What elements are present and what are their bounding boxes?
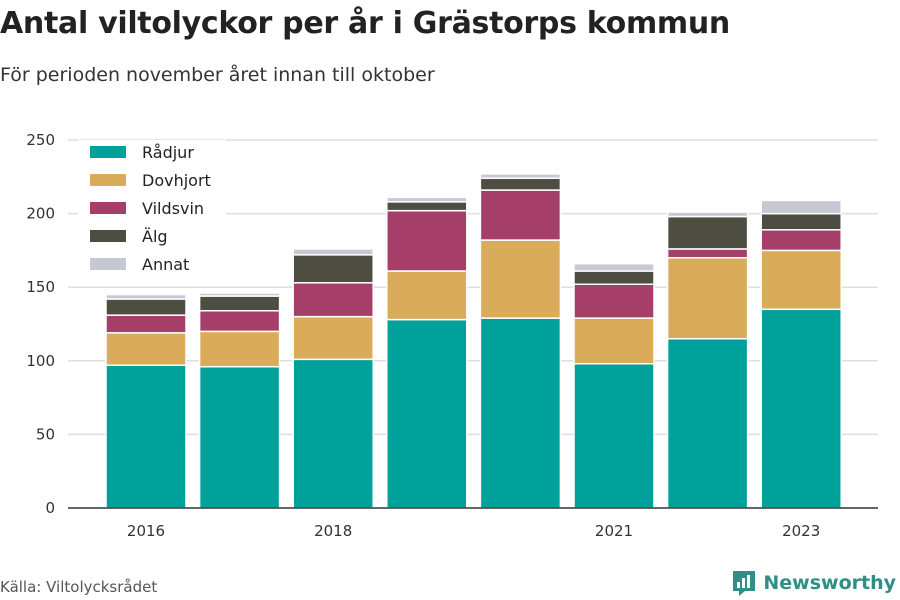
bar-segment	[666, 337, 749, 509]
bar-segment	[760, 308, 842, 509]
bar-segment	[479, 317, 562, 509]
legend-swatch	[90, 258, 126, 270]
y-tick-label: 50	[36, 425, 55, 443]
y-tick-label: 100	[26, 352, 55, 370]
legend-label: Älg	[142, 227, 168, 246]
x-tick-label: 2023	[782, 522, 820, 540]
bar-segment	[292, 358, 374, 509]
bar-segment	[198, 330, 281, 368]
bar-segment	[666, 248, 749, 259]
x-tick-label: 2021	[595, 522, 633, 540]
bar-segment	[292, 254, 374, 284]
bar-segment	[105, 332, 187, 366]
bar-segment	[105, 314, 187, 334]
bar-segment	[760, 249, 842, 311]
legend-swatch	[90, 146, 126, 158]
bar-segment	[198, 295, 281, 312]
chart-title: Antal viltolyckor per år i Grästorps kom…	[0, 6, 730, 41]
legend-label: Dovhjort	[142, 171, 211, 190]
bar-segment	[198, 310, 281, 333]
y-tick-label: 250	[26, 131, 55, 149]
y-tick-label: 200	[26, 205, 55, 223]
bar-segment	[760, 199, 842, 215]
bar-segment	[292, 248, 374, 256]
y-tick-label: 0	[45, 499, 55, 517]
bar-segment	[479, 177, 562, 191]
bar-segment	[386, 201, 468, 212]
legend-swatch	[90, 174, 126, 186]
bar-segment	[292, 315, 374, 361]
legend-label: Vildsvin	[142, 199, 204, 218]
legend-label: Annat	[142, 255, 189, 274]
bar-segment	[292, 282, 374, 318]
bar-segment	[198, 292, 281, 297]
bar-segment	[479, 189, 562, 241]
bar-segment	[573, 362, 655, 509]
bar-segment	[386, 196, 468, 203]
bar-segment	[105, 364, 187, 509]
bar-segment	[573, 317, 655, 365]
legend-label: Rådjur	[142, 143, 194, 162]
source-note: Källa: Viltolycksrådet	[0, 578, 158, 596]
bar-segment	[666, 257, 749, 340]
bar-segment	[573, 262, 655, 272]
legend-swatch	[90, 230, 126, 242]
newsworthy-logo-icon	[733, 571, 756, 596]
bar-segment	[573, 270, 655, 286]
bar-segment	[105, 293, 187, 300]
bar-segment	[666, 211, 749, 218]
brand-logo[interactable]: Newsworthy	[731, 569, 896, 597]
y-tick-label: 150	[26, 278, 55, 296]
bar-segment	[386, 318, 468, 509]
legend-swatch	[90, 202, 126, 214]
bar-segment	[386, 270, 468, 321]
x-tick-label: 2018	[314, 522, 352, 540]
bar-segment	[479, 173, 562, 180]
bar-segment	[573, 283, 655, 319]
chart-subtitle: För perioden november året innan till ok…	[0, 64, 435, 86]
bar-segment	[105, 298, 187, 316]
bar-segment	[198, 365, 281, 509]
x-tick-label: 2016	[127, 522, 165, 540]
bar-segment	[760, 229, 842, 252]
brand-name: Newsworthy	[763, 572, 896, 594]
bar-segment	[479, 239, 562, 319]
bar-segment	[760, 212, 842, 231]
bar-segment	[666, 215, 749, 250]
bar-segment	[386, 209, 468, 272]
